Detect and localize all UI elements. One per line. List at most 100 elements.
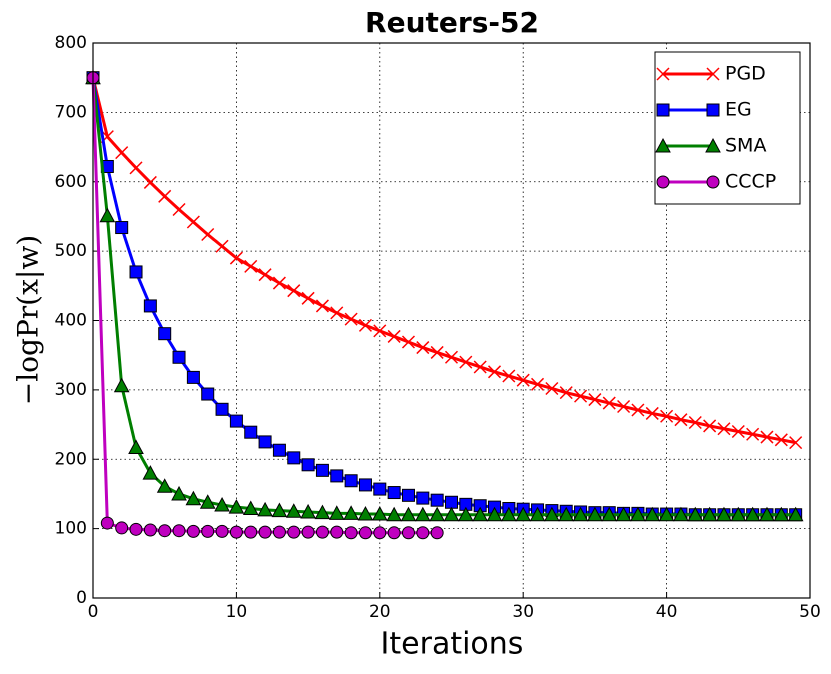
y-tick-label: 800	[55, 33, 87, 53]
marker	[655, 137, 671, 153]
marker	[143, 523, 157, 537]
marker	[272, 525, 286, 539]
marker	[301, 458, 315, 472]
marker	[113, 377, 130, 393]
marker	[386, 506, 402, 522]
marker	[443, 506, 460, 522]
marker	[272, 276, 286, 290]
x-tick-label: 0	[88, 602, 99, 622]
marker	[401, 488, 415, 502]
marker	[272, 443, 286, 457]
marker	[100, 516, 114, 530]
marker	[644, 506, 661, 522]
marker	[430, 526, 444, 540]
marker	[472, 506, 489, 522]
marker	[215, 402, 229, 416]
marker	[502, 369, 516, 383]
marker	[444, 350, 459, 364]
marker	[706, 103, 720, 117]
marker	[574, 389, 588, 403]
marker	[673, 506, 689, 522]
legend-label: PGD	[725, 63, 766, 85]
marker	[129, 522, 143, 536]
marker	[401, 335, 416, 349]
marker	[416, 526, 430, 540]
marker	[787, 506, 804, 522]
marker	[244, 259, 258, 273]
marker	[387, 329, 401, 343]
marker	[501, 506, 517, 522]
marker	[559, 386, 573, 400]
marker	[185, 490, 202, 506]
marker	[774, 433, 788, 447]
marker	[545, 381, 559, 396]
marker	[115, 146, 129, 160]
marker	[172, 524, 186, 538]
marker	[328, 505, 345, 520]
marker	[258, 525, 272, 539]
marker	[287, 525, 301, 539]
marker	[257, 501, 273, 517]
marker	[703, 419, 717, 433]
marker	[371, 506, 388, 521]
marker	[171, 485, 187, 501]
marker	[630, 506, 646, 522]
x-tick-label: 30	[512, 602, 534, 622]
marker	[529, 506, 546, 522]
legend: PGD EG SMA CCCP	[654, 51, 801, 205]
marker	[344, 474, 358, 488]
marker	[744, 506, 761, 522]
marker	[544, 506, 560, 522]
marker	[158, 524, 172, 538]
marker	[773, 506, 790, 522]
marker	[315, 463, 329, 477]
marker	[158, 189, 172, 203]
marker	[186, 215, 200, 229]
marker	[400, 506, 417, 522]
marker	[330, 469, 344, 483]
marker	[430, 345, 444, 359]
marker	[401, 526, 415, 540]
marker	[717, 422, 731, 436]
marker	[687, 506, 704, 522]
marker	[414, 506, 431, 522]
marker	[601, 506, 618, 522]
marker	[558, 506, 575, 522]
marker	[315, 299, 329, 313]
marker	[285, 503, 302, 518]
y-tick-label: 500	[55, 241, 87, 261]
marker	[158, 327, 172, 341]
y-axis-label: −logPr(x|w)	[12, 235, 45, 405]
marker	[429, 506, 445, 522]
marker	[430, 493, 444, 507]
legend-label: SMA	[725, 135, 766, 157]
marker	[228, 499, 245, 514]
marker	[515, 506, 532, 522]
marker	[373, 324, 387, 338]
marker	[674, 413, 688, 427]
marker	[746, 427, 760, 441]
marker	[201, 524, 215, 538]
marker	[271, 502, 288, 518]
marker	[229, 414, 243, 428]
marker	[215, 524, 229, 538]
marker	[660, 409, 674, 423]
marker	[373, 482, 387, 496]
marker	[172, 202, 186, 217]
marker	[416, 341, 430, 355]
marker	[716, 506, 732, 522]
marker	[645, 406, 659, 420]
marker	[143, 299, 157, 313]
marker	[459, 355, 473, 369]
x-tick-label: 50	[799, 602, 821, 622]
marker	[617, 399, 631, 414]
marker	[688, 415, 702, 430]
marker	[330, 306, 344, 320]
marker	[387, 486, 401, 500]
x-tick-label: 20	[369, 602, 391, 622]
x-tick-label: 40	[656, 602, 678, 622]
legend-label: CCCP	[725, 171, 776, 193]
marker	[658, 506, 675, 522]
marker	[731, 424, 745, 439]
